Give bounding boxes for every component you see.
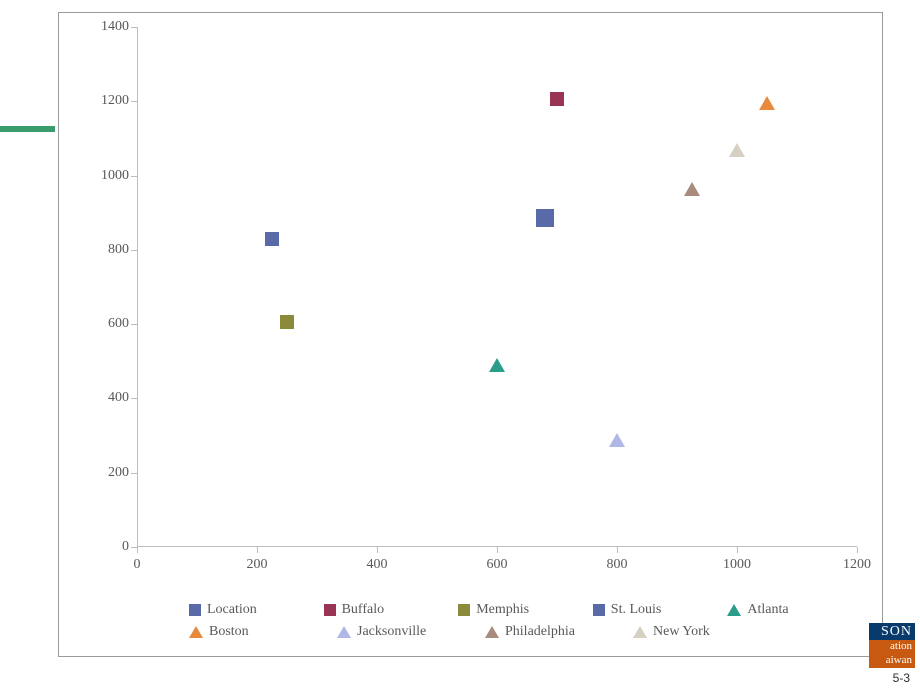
legend-label: Philadelphia (505, 624, 575, 640)
x-tick (857, 547, 858, 553)
triangle-icon (337, 626, 351, 638)
legend-label: Jacksonville (357, 624, 426, 640)
y-axis (137, 27, 138, 547)
x-tick (257, 547, 258, 553)
legend-label: Atlanta (747, 602, 788, 618)
x-tick (497, 547, 498, 553)
page-number: 5-3 (893, 671, 910, 685)
legend-item-jacksonville: Jacksonville (337, 624, 485, 640)
data-point-st-louis (265, 232, 279, 246)
data-point-atlanta (489, 358, 505, 372)
legend-item-st-louis: St. Louis (593, 602, 728, 618)
triangle-icon (633, 626, 647, 638)
scatter-chart: 0 200 400 600 800 1000 1200 1400 0 200 400 600 800 10… (58, 12, 883, 657)
y-tick (131, 250, 137, 251)
x-tick (737, 547, 738, 553)
y-tick-label: 0 (69, 539, 129, 555)
x-tick-label: 0 (134, 557, 141, 573)
y-tick (131, 398, 137, 399)
legend: Location Buffalo Memphis St. Louis Atlanta Bo… (189, 598, 862, 642)
badge-line-2: ation (869, 640, 915, 654)
x-tick (137, 547, 138, 553)
data-point-boston (759, 96, 775, 110)
legend-item-philadelphia: Philadelphia (485, 624, 633, 640)
data-point-location (536, 209, 554, 227)
y-tick (131, 473, 137, 474)
x-tick (377, 547, 378, 553)
square-icon (324, 604, 336, 616)
x-tick-label: 400 (367, 557, 388, 573)
x-tick-label: 800 (607, 557, 628, 573)
square-icon (593, 604, 605, 616)
y-tick-label: 1400 (69, 19, 129, 35)
publisher-badge: SON ation aiwan (869, 623, 915, 668)
legend-label: Buffalo (342, 602, 385, 618)
data-point-jacksonville (609, 433, 625, 447)
y-tick-label: 1200 (69, 93, 129, 109)
legend-label: Memphis (476, 602, 529, 618)
data-point-philadelphia (684, 182, 700, 196)
y-tick (131, 176, 137, 177)
square-icon (189, 604, 201, 616)
plot-area: 0200400600800100012001400020040060080010… (137, 27, 857, 547)
y-tick-label: 800 (69, 242, 129, 258)
square-icon (458, 604, 470, 616)
y-tick-label: 600 (69, 316, 129, 332)
y-tick (131, 324, 137, 325)
data-point-new-york (729, 143, 745, 157)
legend-item-memphis: Memphis (458, 602, 593, 618)
x-tick (617, 547, 618, 553)
triangle-icon (485, 626, 499, 638)
y-tick-label: 1000 (69, 168, 129, 184)
legend-item-boston: Boston (189, 624, 337, 640)
y-tick (131, 27, 137, 28)
decor-accent-line (0, 126, 55, 132)
y-tick-label: 400 (69, 390, 129, 406)
legend-label: St. Louis (611, 602, 662, 618)
legend-label: Boston (209, 624, 249, 640)
legend-label: Location (207, 602, 257, 618)
legend-label: New York (653, 624, 710, 640)
legend-item-new-york: New York (633, 624, 781, 640)
y-tick (131, 101, 137, 102)
badge-line-1: SON (869, 623, 915, 640)
badge-line-3: aiwan (869, 654, 915, 668)
triangle-icon (189, 626, 203, 638)
x-tick-label: 200 (247, 557, 268, 573)
legend-row: Boston Jacksonville Philadelphia New York (189, 624, 862, 642)
legend-row: Location Buffalo Memphis St. Louis Atlanta (189, 602, 862, 620)
legend-item-atlanta: Atlanta (727, 602, 862, 618)
data-point-memphis (280, 315, 294, 329)
y-tick-label: 200 (69, 465, 129, 481)
x-tick-label: 600 (487, 557, 508, 573)
data-point-buffalo (550, 92, 564, 106)
x-tick-label: 1000 (723, 557, 751, 573)
legend-item-location: Location (189, 602, 324, 618)
legend-item-buffalo: Buffalo (324, 602, 459, 618)
x-tick-label: 1200 (843, 557, 871, 573)
triangle-icon (727, 604, 741, 616)
